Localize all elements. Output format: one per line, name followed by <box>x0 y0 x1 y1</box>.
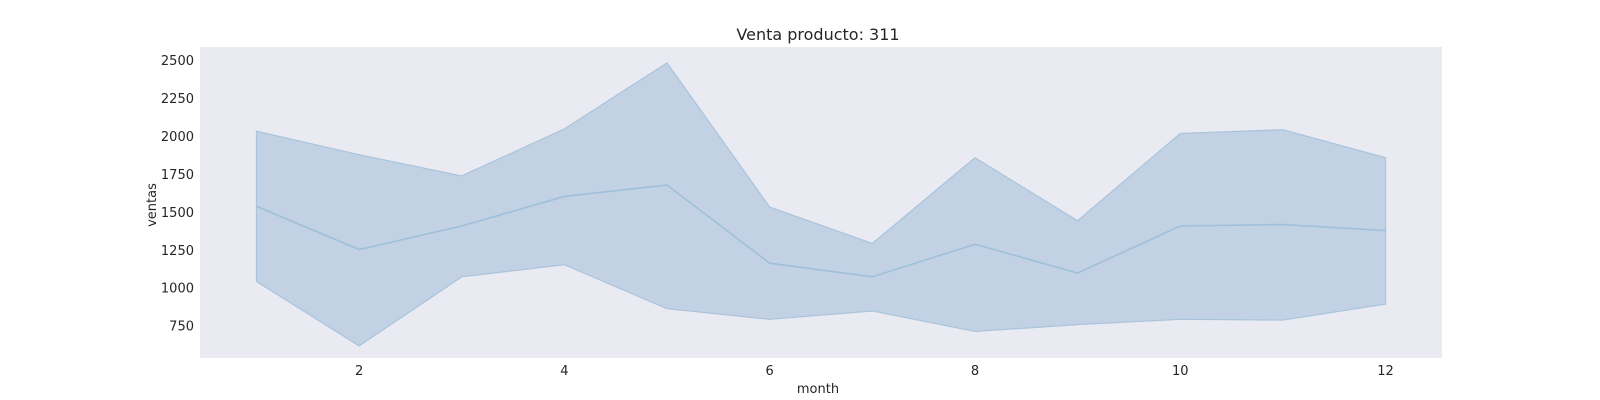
y-axis-label: ventas <box>145 183 160 227</box>
x-axis-label: month <box>797 382 839 397</box>
data-point <box>253 203 259 209</box>
series-line <box>256 184 1386 278</box>
confidence-band <box>255 62 1387 347</box>
chart-title: Venta producto: 311 <box>736 25 899 44</box>
data-point <box>664 182 670 188</box>
y-tick-label: 2500 <box>161 54 194 69</box>
x-tick-label: 8 <box>971 364 979 379</box>
data-point <box>356 247 362 253</box>
x-tick-label: 12 <box>1377 364 1394 379</box>
data-point <box>1383 228 1389 234</box>
x-tick-label: 2 <box>355 364 363 379</box>
y-tick-label: 2250 <box>161 92 194 107</box>
x-tick-label: 10 <box>1172 364 1189 379</box>
y-tick-label: 1750 <box>161 168 194 183</box>
data-point <box>459 223 465 229</box>
data-point <box>1177 223 1183 229</box>
x-tick-label: 4 <box>560 364 568 379</box>
data-point <box>561 193 567 199</box>
data-point <box>767 260 773 266</box>
y-tick-label: 750 <box>169 320 194 335</box>
y-tick-label: 1250 <box>161 244 194 259</box>
data-point <box>1280 222 1286 228</box>
y-tick-label: 1500 <box>161 206 194 221</box>
data-point <box>972 241 978 247</box>
data-point <box>869 274 875 280</box>
data-point <box>1075 270 1081 276</box>
x-tick-label: 6 <box>766 364 774 379</box>
y-tick-label: 2000 <box>161 130 194 145</box>
y-tick-label: 1000 <box>161 282 194 297</box>
